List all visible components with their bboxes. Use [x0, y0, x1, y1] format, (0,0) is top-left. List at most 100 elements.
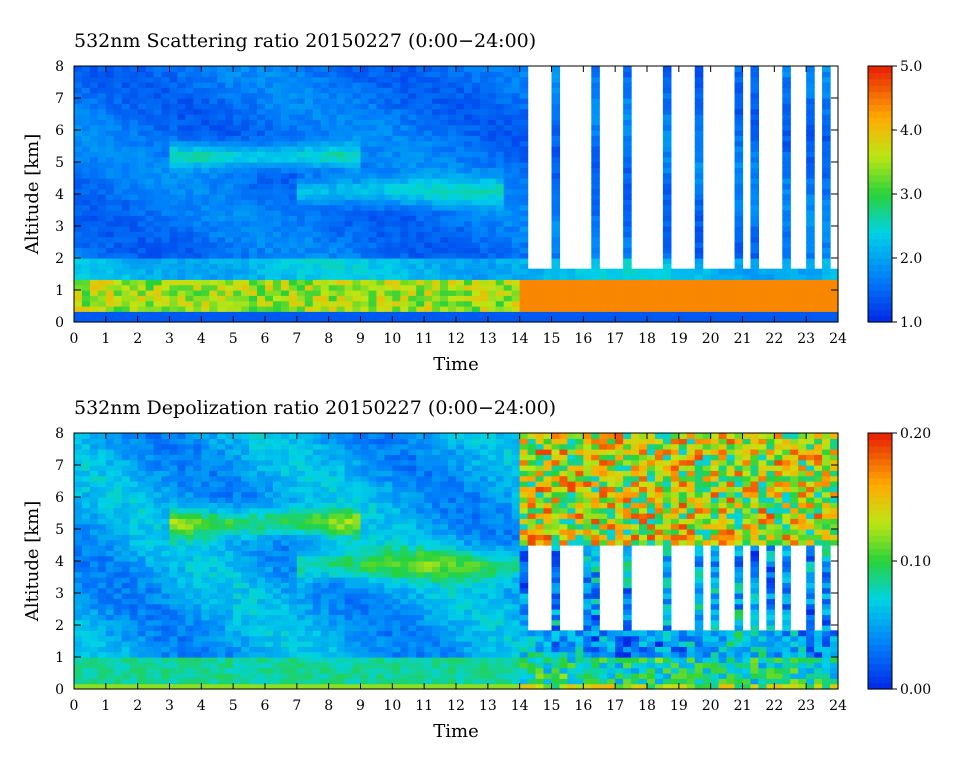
heatmap-cell — [463, 263, 473, 270]
heatmap-cell — [257, 130, 266, 136]
heatmap-cell — [257, 183, 266, 190]
heatmap-cell — [503, 247, 513, 254]
heatmap-cell — [551, 114, 561, 120]
heatmap-cell — [304, 263, 314, 270]
heatmap-cell — [726, 274, 736, 280]
heatmap-cell — [471, 242, 481, 248]
heatmap-cell — [623, 103, 632, 110]
heatmap-cell — [233, 87, 242, 94]
heatmap-cell — [575, 268, 584, 275]
heatmap-cell — [408, 215, 417, 222]
heatmap-cell — [647, 284, 656, 291]
heatmap-cell — [74, 454, 83, 461]
heatmap-cell — [511, 247, 521, 254]
heatmap-cell — [145, 204, 155, 211]
heatmap-cell — [209, 539, 218, 546]
heatmap-cell — [74, 124, 83, 131]
heatmap-cell — [479, 290, 489, 296]
heatmap-cell — [161, 657, 171, 663]
heatmap-cell — [607, 295, 616, 302]
heatmap-cell — [830, 316, 839, 323]
heatmap-cell — [344, 236, 354, 243]
heatmap-cell — [209, 513, 218, 519]
heatmap-cell — [511, 114, 521, 120]
heatmap-cell — [782, 236, 791, 243]
heatmap-cell — [161, 188, 171, 195]
heatmap-cell — [487, 103, 497, 110]
heatmap-cell — [320, 188, 330, 195]
heatmap-cell — [161, 646, 171, 653]
heatmap-cell — [129, 641, 139, 647]
heatmap-cell — [416, 82, 425, 88]
heatmap-cell — [153, 635, 163, 642]
heatmap-cell — [511, 76, 521, 83]
heatmap-cell — [272, 66, 282, 72]
heatmap-cell — [424, 188, 433, 195]
heatmap-cell — [81, 279, 91, 286]
heatmap-cell — [209, 635, 218, 642]
heatmap-cell — [201, 481, 210, 487]
heatmap-cell — [376, 71, 385, 78]
heatmap-cell — [288, 619, 298, 626]
heatmap-cell — [376, 188, 385, 195]
heatmap-cell — [161, 550, 171, 557]
heatmap-cell — [177, 183, 187, 190]
heatmap-cell — [177, 226, 187, 232]
heatmap-cell — [471, 199, 481, 206]
heatmap-cell — [806, 279, 815, 286]
heatmap-cell — [169, 167, 179, 174]
heatmap-cell — [519, 130, 529, 136]
heatmap-cell — [623, 92, 632, 99]
heatmap-cell — [169, 146, 179, 152]
heatmap-cell — [81, 438, 91, 445]
heatmap-cell — [320, 263, 330, 270]
heatmap-cell — [121, 443, 131, 450]
heatmap-cell — [185, 316, 194, 323]
heatmap-cell — [662, 290, 672, 296]
heatmap-cell — [241, 258, 250, 264]
heatmap-cell — [424, 204, 433, 211]
heatmap-cell — [217, 529, 226, 535]
heatmap-cell — [328, 108, 338, 115]
heatmap-cell — [623, 306, 632, 312]
heatmap-cell — [217, 603, 226, 610]
heatmap-cell — [416, 130, 425, 136]
heatmap-cell — [193, 226, 202, 232]
heatmap-cell — [209, 194, 218, 200]
heatmap-cell — [758, 311, 767, 318]
heatmap-cell — [272, 433, 282, 439]
heatmap-cell — [782, 135, 791, 142]
heatmap-cell — [177, 593, 187, 599]
heatmap-cell — [161, 204, 171, 211]
heatmap-cell — [296, 274, 306, 280]
heatmap-cell — [121, 571, 131, 578]
heatmap-cell — [193, 571, 202, 578]
heatmap-cell — [225, 306, 234, 312]
heatmap-cell — [591, 231, 600, 238]
heatmap-cell — [456, 162, 465, 168]
heatmap-cell — [153, 646, 163, 653]
heatmap-cell — [280, 534, 290, 541]
heatmap-cell — [280, 290, 290, 296]
heatmap-cell — [376, 263, 385, 270]
heatmap-cell — [121, 204, 131, 211]
heatmap-cell — [185, 114, 194, 120]
heatmap-cell — [312, 103, 322, 110]
heatmap-cell — [145, 683, 155, 690]
heatmap-cell — [153, 603, 163, 610]
heatmap-cell — [217, 252, 226, 259]
heatmap-cell — [249, 231, 258, 238]
heatmap-cell — [710, 311, 720, 318]
heatmap-cell — [360, 215, 370, 222]
heatmap-cell — [169, 279, 179, 286]
heatmap-cell — [225, 619, 234, 626]
heatmap-cell — [495, 162, 505, 168]
heatmap-cell — [257, 486, 266, 493]
heatmap-cell — [662, 124, 672, 131]
heatmap-cell — [463, 215, 473, 222]
heatmap-cell — [257, 103, 266, 110]
heatmap-cell — [503, 306, 513, 312]
heatmap-cell — [798, 284, 807, 291]
heatmap-cell — [463, 300, 473, 307]
heatmap-cell — [272, 151, 282, 158]
